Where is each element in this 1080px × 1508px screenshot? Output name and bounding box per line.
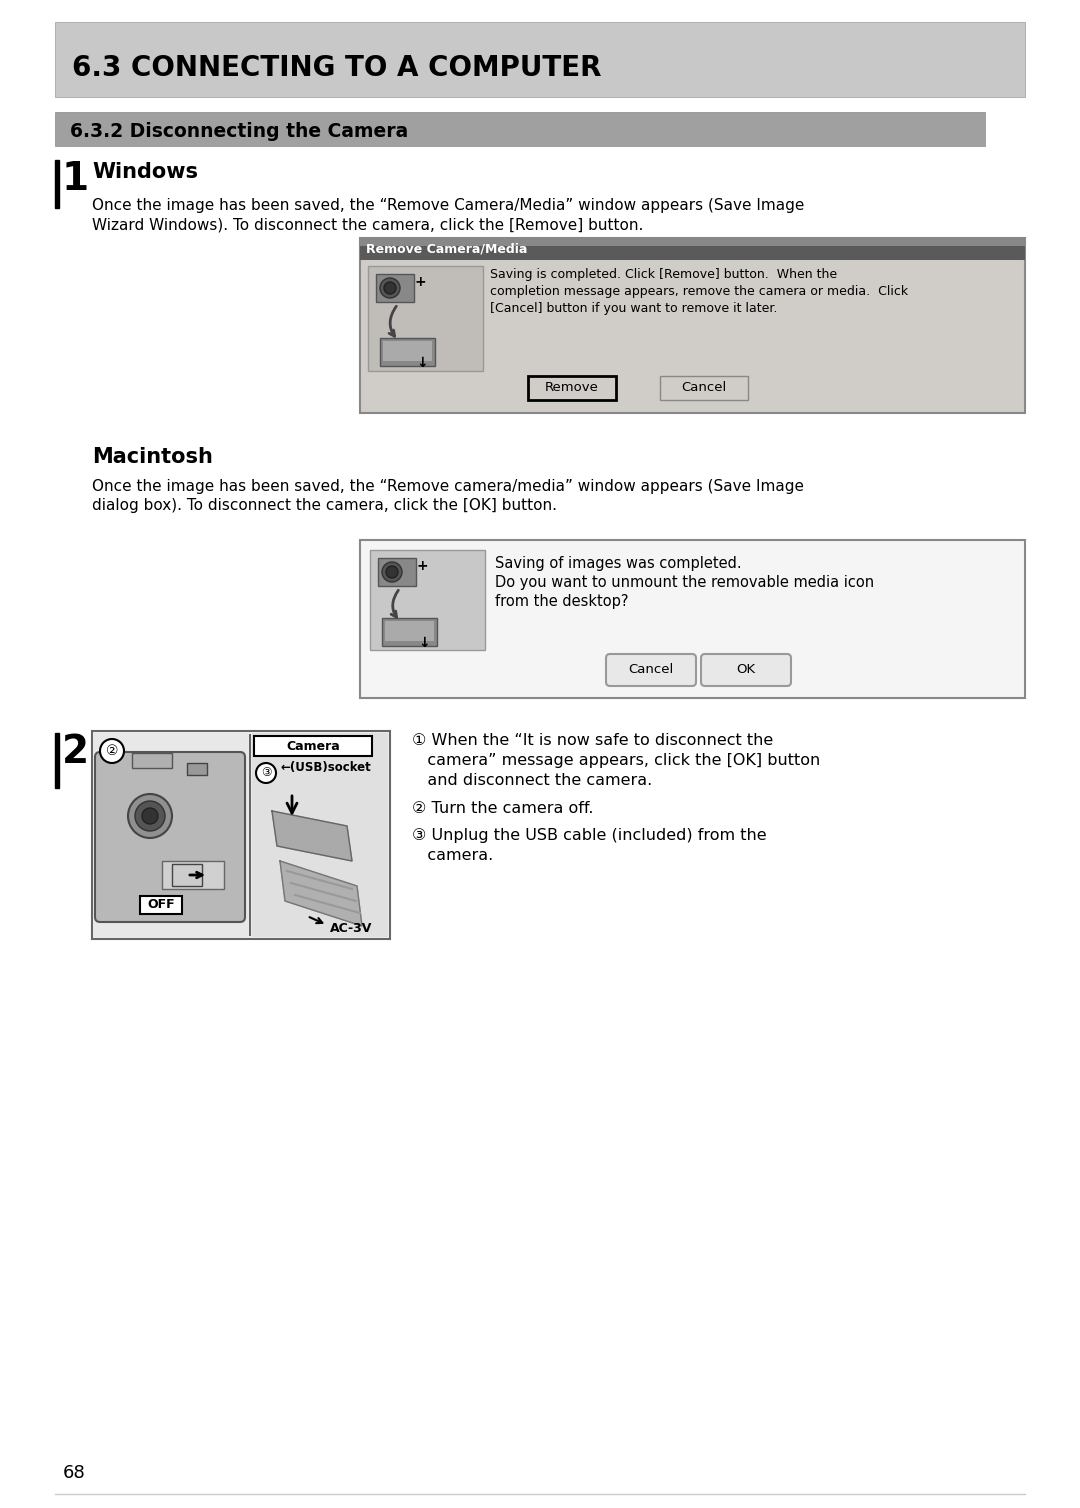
Text: Cancel: Cancel: [681, 382, 727, 394]
Circle shape: [256, 763, 276, 783]
Bar: [162, 861, 224, 890]
Text: ↓: ↓: [416, 356, 428, 369]
Bar: [254, 736, 372, 756]
Bar: [360, 238, 1025, 413]
Text: [Cancel] button if you want to remove it later.: [Cancel] button if you want to remove it…: [490, 302, 778, 315]
Text: Saving is completed. Click [Remove] button.  When the: Saving is completed. Click [Remove] butt…: [490, 268, 837, 280]
Bar: [360, 540, 1025, 698]
Text: ③ Unplug the USB cable (included) from the: ③ Unplug the USB cable (included) from t…: [411, 828, 767, 843]
Text: OK: OK: [737, 664, 756, 676]
Circle shape: [141, 808, 158, 823]
Text: Saving of images was completed.: Saving of images was completed.: [495, 556, 742, 572]
Bar: [383, 341, 432, 360]
Bar: [94, 733, 248, 936]
Circle shape: [382, 562, 402, 582]
Polygon shape: [272, 811, 352, 861]
Text: Once the image has been saved, the “Remove Camera/Media” window appears (Save Im: Once the image has been saved, the “Remo…: [92, 198, 805, 213]
Bar: [140, 896, 183, 914]
Bar: [380, 338, 435, 366]
Circle shape: [100, 739, 124, 763]
Text: ② Turn the camera off.: ② Turn the camera off.: [411, 801, 594, 816]
Text: 68: 68: [63, 1464, 85, 1482]
Text: OFF: OFF: [147, 899, 175, 911]
Text: Remove: Remove: [545, 382, 599, 394]
Bar: [360, 238, 1025, 259]
Bar: [92, 731, 390, 939]
Text: 1: 1: [62, 160, 90, 198]
Bar: [368, 265, 483, 371]
Text: Once the image has been saved, the “Remove camera/media” window appears (Save Im: Once the image has been saved, the “Remo…: [92, 480, 804, 495]
Bar: [528, 375, 616, 400]
Text: ① When the “It is now safe to disconnect the: ① When the “It is now safe to disconnect…: [411, 733, 773, 748]
Text: and disconnect the camera.: and disconnect the camera.: [411, 774, 652, 789]
Circle shape: [129, 795, 172, 838]
Text: Camera: Camera: [286, 739, 340, 752]
Text: camera” message appears, click the [OK] button: camera” message appears, click the [OK] …: [411, 752, 820, 768]
Bar: [660, 375, 748, 400]
Circle shape: [384, 282, 396, 294]
Bar: [384, 621, 434, 641]
FancyBboxPatch shape: [701, 654, 791, 686]
Text: ③: ③: [260, 766, 271, 780]
Circle shape: [135, 801, 165, 831]
Bar: [132, 752, 172, 768]
Bar: [55, 160, 59, 208]
Text: +: +: [414, 274, 426, 290]
Text: from the desktop?: from the desktop?: [495, 594, 629, 609]
Text: Wizard Windows). To disconnect the camera, click the [Remove] button.: Wizard Windows). To disconnect the camer…: [92, 217, 644, 232]
Text: dialog box). To disconnect the camera, click the [OK] button.: dialog box). To disconnect the camera, c…: [92, 498, 557, 513]
Text: Remove Camera/Media: Remove Camera/Media: [366, 243, 527, 256]
FancyBboxPatch shape: [606, 654, 696, 686]
Bar: [376, 274, 414, 302]
Text: Do you want to unmount the removable media icon: Do you want to unmount the removable med…: [495, 575, 874, 590]
Bar: [172, 864, 202, 887]
Text: completion message appears, remove the camera or media.  Click: completion message appears, remove the c…: [490, 285, 908, 299]
FancyBboxPatch shape: [95, 752, 245, 921]
Bar: [55, 733, 59, 789]
Text: camera.: camera.: [411, 847, 494, 863]
Bar: [55, 23, 1025, 97]
Text: ←(USB)socket: ←(USB)socket: [280, 762, 370, 775]
Text: Macintosh: Macintosh: [92, 446, 213, 467]
Text: Windows: Windows: [92, 161, 198, 182]
Polygon shape: [280, 861, 362, 926]
Circle shape: [380, 277, 400, 299]
Text: 2: 2: [62, 733, 90, 771]
Bar: [370, 550, 485, 650]
Bar: [252, 733, 388, 936]
Circle shape: [386, 566, 399, 578]
Text: Cancel: Cancel: [629, 664, 674, 676]
Text: AC-3V: AC-3V: [330, 921, 373, 935]
Text: 6.3 CONNECTING TO A COMPUTER: 6.3 CONNECTING TO A COMPUTER: [72, 54, 602, 81]
Text: ↓: ↓: [418, 636, 430, 650]
Bar: [187, 763, 207, 775]
Bar: [55, 112, 985, 146]
Bar: [382, 618, 437, 645]
Bar: [378, 558, 416, 587]
Text: ②: ②: [106, 743, 118, 759]
Text: 6.3.2 Disconnecting the Camera: 6.3.2 Disconnecting the Camera: [70, 122, 408, 142]
Text: +: +: [416, 559, 428, 573]
Bar: [360, 238, 1025, 246]
